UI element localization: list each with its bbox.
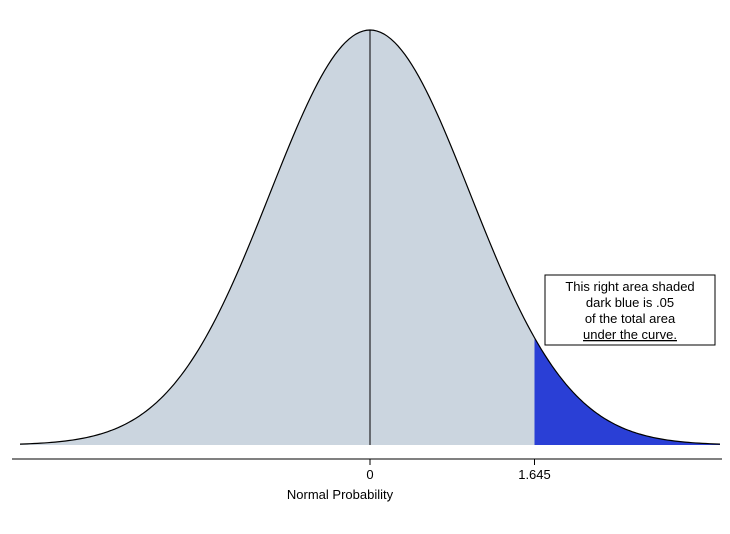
normal-distribution-chart: 0 1.645 Normal Probability This right area … <box>0 0 730 534</box>
x-axis-title: Normal Probability <box>287 487 394 502</box>
annotation-line: of the total area <box>585 311 676 326</box>
annotation-line: dark blue is .05 <box>586 295 674 310</box>
x-tick-label: 1.645 <box>518 467 551 482</box>
x-tick-label: 0 <box>366 467 373 482</box>
annotation-line: This right area shaded <box>565 279 694 294</box>
annotation-line: under the curve. <box>583 327 677 342</box>
chart-svg: 0 1.645 Normal Probability This right area … <box>0 0 730 534</box>
